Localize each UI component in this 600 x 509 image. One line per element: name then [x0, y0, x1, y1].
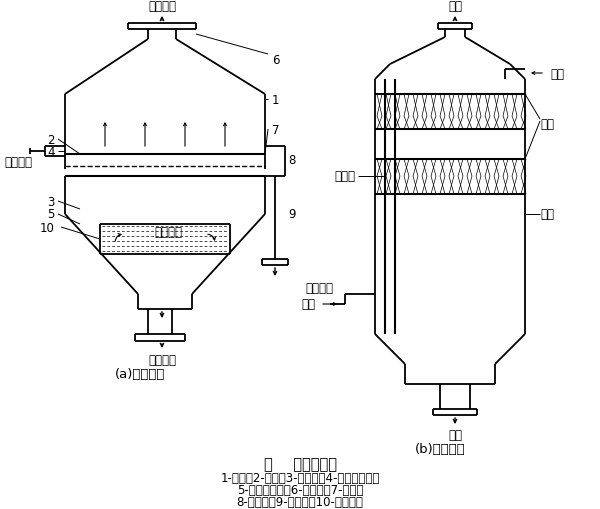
Text: 2: 2 — [47, 133, 55, 146]
Text: 8: 8 — [288, 153, 295, 166]
Text: 筛板: 筛板 — [540, 118, 554, 131]
Text: 泥浆出口: 泥浆出口 — [148, 353, 176, 366]
Text: 气体入口: 气体入口 — [154, 225, 182, 238]
Text: 4: 4 — [47, 145, 55, 158]
Text: 5-气体分布器；6-排气管；7-挡板；: 5-气体分布器；6-排气管；7-挡板； — [237, 484, 363, 496]
Text: 3: 3 — [47, 195, 55, 208]
Text: 气体出口: 气体出口 — [148, 1, 176, 13]
Text: 供水: 供水 — [550, 67, 564, 80]
Text: 1: 1 — [272, 93, 280, 106]
Text: 8-溢流室；9-溢流管；10-排泥浆管: 8-溢流室；9-溢流管；10-排泥浆管 — [236, 496, 364, 508]
Text: (b)多层筛板: (b)多层筛板 — [415, 443, 466, 456]
Text: 图    泡沫除尘器: 图 泡沫除尘器 — [263, 457, 337, 471]
Text: 落水管: 落水管 — [334, 170, 355, 183]
Text: 6: 6 — [272, 53, 280, 66]
Text: 液体入口: 液体入口 — [4, 155, 32, 168]
Text: 排水: 排水 — [448, 429, 462, 442]
Text: 10: 10 — [40, 221, 55, 234]
Text: 排气: 排气 — [448, 1, 462, 13]
Text: 7: 7 — [272, 123, 280, 136]
Text: 进气: 进气 — [301, 298, 315, 311]
Text: 塔体: 塔体 — [540, 208, 554, 221]
Text: 9: 9 — [288, 208, 296, 221]
Text: 5: 5 — [47, 208, 55, 221]
Text: 液体出口: 液体出口 — [305, 281, 333, 294]
Text: 1-塔体；2-筛板；3-锥形斗；4-液体接受室；: 1-塔体；2-筛板；3-锥形斗；4-液体接受室； — [220, 471, 380, 485]
Text: (a)单层筛板: (a)单层筛板 — [115, 368, 165, 381]
